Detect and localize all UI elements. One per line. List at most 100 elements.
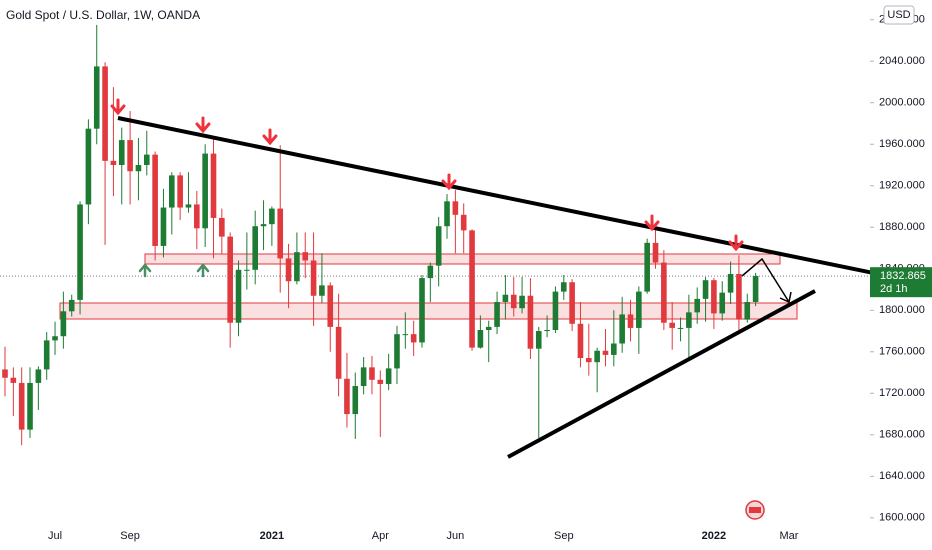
candle-body <box>10 377 17 383</box>
y-tick-label: 1960.000 <box>879 138 925 150</box>
candle-body <box>110 160 117 165</box>
candle-body <box>285 258 292 282</box>
candle-body <box>494 301 500 327</box>
candle-body <box>402 334 409 336</box>
y-tick-label: 1880.000 <box>879 221 925 233</box>
candle-body <box>43 340 50 370</box>
candle-body <box>477 330 484 348</box>
currency: USD <box>887 9 910 21</box>
drawings <box>59 253 798 320</box>
candle-body <box>152 154 158 246</box>
candle-body <box>210 153 217 218</box>
axis: 1600.000 1640.000 1680.000 1720.000 1760.000… <box>48 14 932 542</box>
x-tick-label: Sep <box>120 530 140 542</box>
candle-body <box>661 262 667 323</box>
candle-body <box>419 278 425 343</box>
y-tick-label: 1800.000 <box>879 304 925 316</box>
candle-body <box>143 154 150 165</box>
candle-body <box>677 327 684 329</box>
candle-body <box>77 204 83 300</box>
countdown: 2d 1h <box>880 283 908 295</box>
candle-body <box>594 350 600 363</box>
candle-body <box>335 326 342 379</box>
candle-body <box>577 323 584 359</box>
projection-arrow <box>741 257 790 303</box>
y-tick-label: 1640.000 <box>879 470 925 482</box>
candle-body <box>18 382 25 430</box>
candle-body <box>102 66 108 161</box>
candle-body <box>627 314 634 328</box>
candle-body <box>118 140 125 165</box>
y-tick-label: 2040.000 <box>879 55 925 67</box>
candle-body <box>719 292 726 314</box>
y-tick-label: 1920.000 <box>879 180 925 192</box>
candle-body <box>702 280 709 299</box>
candle-body <box>194 204 200 229</box>
candle-body <box>369 367 375 380</box>
candle-body <box>52 336 58 341</box>
candle-body <box>2 369 8 378</box>
candle-body <box>35 369 42 383</box>
candle-body <box>244 269 250 271</box>
support-zone <box>59 302 798 320</box>
candle-body <box>135 165 142 172</box>
candle-body <box>669 322 675 328</box>
resistance-zone <box>144 253 781 265</box>
candle-body <box>294 252 300 282</box>
candle-body <box>435 226 442 266</box>
y-tick-label: 1600.000 <box>879 512 925 524</box>
candle-body <box>394 334 400 369</box>
candle-body <box>269 208 275 225</box>
resistance-trendline <box>117 116 932 287</box>
candle-body <box>611 343 617 355</box>
candle-body <box>686 312 692 328</box>
candle-body <box>277 208 284 259</box>
candle-body <box>469 230 475 348</box>
candle-body <box>219 217 225 237</box>
candle-body <box>377 379 384 384</box>
candle-body <box>510 294 517 309</box>
candle-body <box>68 299 75 312</box>
y-tick-label: 1680.000 <box>879 429 925 441</box>
arrow-head <box>779 291 792 304</box>
y-tick-label: 1720.000 <box>879 387 925 399</box>
price-tag <box>870 267 932 298</box>
candle-body <box>302 252 309 261</box>
candle-body <box>560 282 567 292</box>
y-tick-label: 2000.000 <box>879 97 925 109</box>
candle-body <box>527 295 534 349</box>
candle-body <box>360 367 367 387</box>
candle-body <box>252 226 258 270</box>
x-tick-label: Sep <box>554 530 574 542</box>
candle-body <box>452 201 459 215</box>
candle-body <box>185 204 192 208</box>
green-arrows <box>138 263 210 278</box>
price-tag-label: 1832.865 <box>880 270 926 282</box>
logo-icon <box>745 500 765 520</box>
candle-body <box>327 285 334 327</box>
candle-body <box>602 350 609 355</box>
candle-body <box>519 295 525 309</box>
candle-body <box>310 260 317 296</box>
candle-body <box>202 153 208 229</box>
candle-body <box>444 201 450 227</box>
candle-body <box>235 269 242 323</box>
candle-body <box>736 273 742 320</box>
candle-body <box>636 291 642 328</box>
candle-body <box>644 242 650 292</box>
x-tick-label: 2021 <box>260 530 284 542</box>
candle-body <box>85 128 92 205</box>
support-trendline <box>507 289 816 459</box>
candle-body <box>227 236 233 323</box>
candles <box>0 24 870 446</box>
chart-title: Gold Spot / U.S. Dollar, 1W, OANDA <box>6 8 200 22</box>
candle-body <box>535 331 542 349</box>
x-tick-label: Mar <box>779 530 798 542</box>
candle-body <box>410 334 417 343</box>
candle-body <box>652 242 659 263</box>
candle-body <box>427 265 434 279</box>
candle-body <box>260 224 267 227</box>
x-tick-label: Jul <box>48 530 62 542</box>
candle-body <box>502 294 509 302</box>
